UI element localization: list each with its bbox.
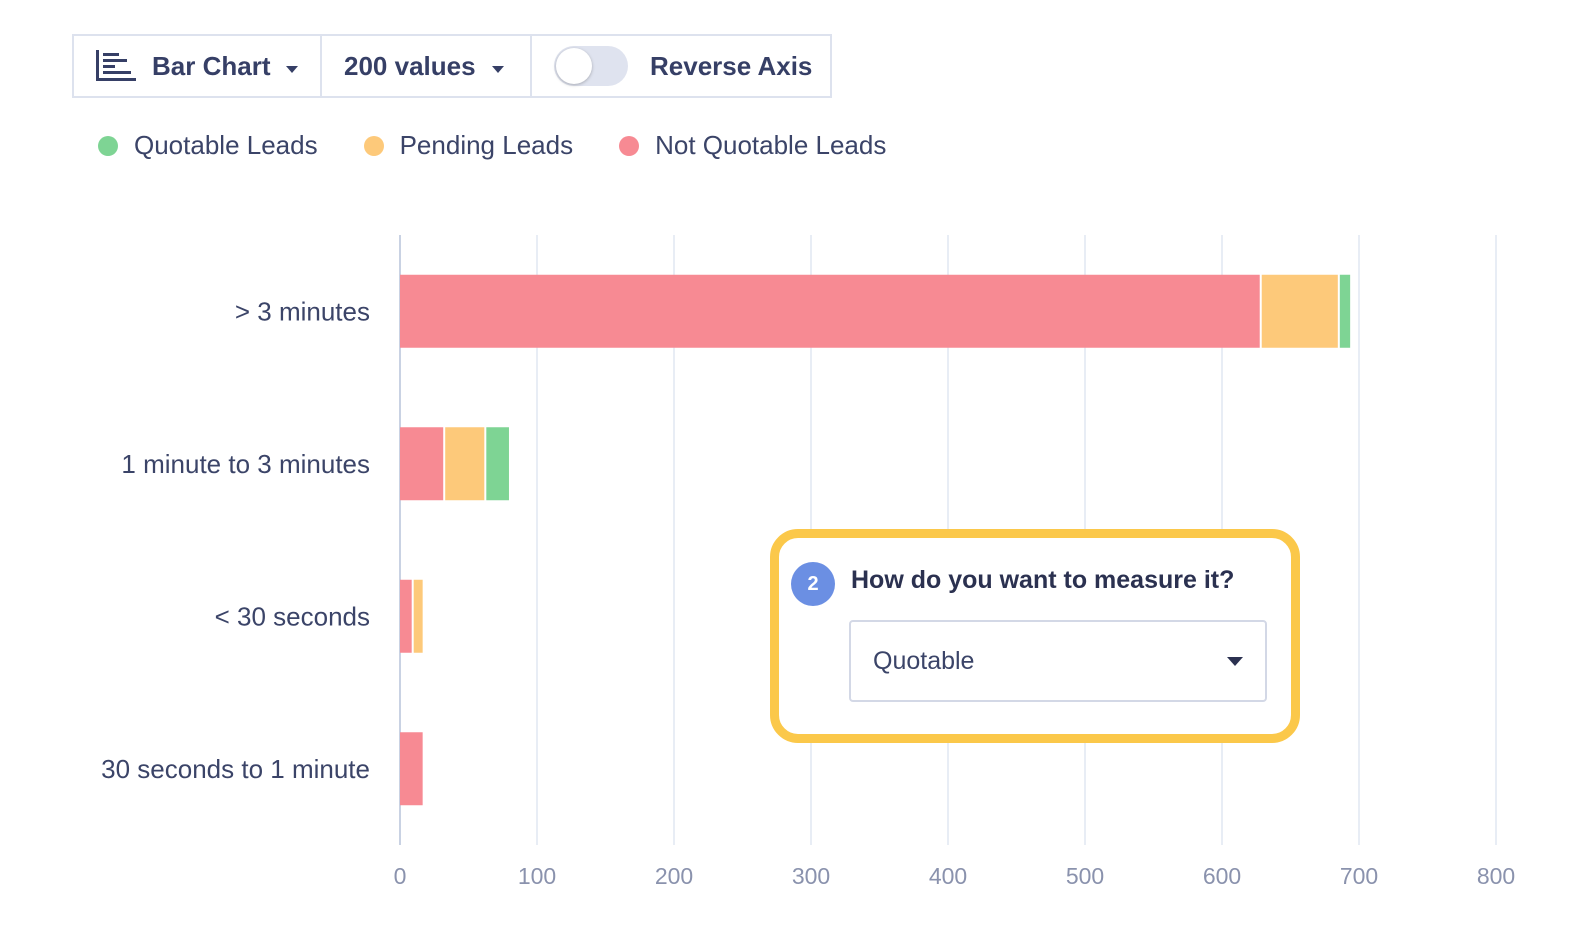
legend-item-not-quotable: Not Quotable Leads bbox=[619, 130, 886, 161]
category-label: < 30 seconds bbox=[215, 601, 370, 631]
category-label: 30 seconds to 1 minute bbox=[101, 754, 370, 784]
x-tick-label: 200 bbox=[655, 863, 693, 889]
chart-toolbar: Bar Chart 200 values Reverse Axis bbox=[72, 34, 832, 98]
chevron-down-icon bbox=[491, 65, 504, 73]
bar-segment bbox=[400, 274, 1260, 348]
step-badge: 2 bbox=[791, 562, 835, 606]
chart-legend: Quotable Leads Pending Leads Not Quotabl… bbox=[98, 130, 932, 161]
measure-select[interactable]: Quotable bbox=[849, 620, 1267, 702]
bar-chart-icon bbox=[96, 50, 136, 81]
bar-segment bbox=[1261, 274, 1338, 348]
x-tick-label: 400 bbox=[929, 863, 967, 889]
bar-segment bbox=[400, 427, 444, 501]
category-label: 1 minute to 3 minutes bbox=[121, 449, 370, 479]
category-label: > 3 minutes bbox=[235, 296, 370, 326]
x-tick-label: 800 bbox=[1477, 863, 1515, 889]
legend-label: Pending Leads bbox=[399, 130, 574, 160]
x-tick-label: 600 bbox=[1203, 863, 1241, 889]
chart-type-dropdown[interactable]: Bar Chart bbox=[72, 34, 322, 98]
legend-marker bbox=[98, 135, 118, 156]
legend-marker bbox=[363, 135, 384, 156]
reverse-axis-toggle[interactable] bbox=[554, 46, 628, 86]
chevron-down-icon bbox=[286, 65, 299, 73]
chevron-down-icon bbox=[1227, 656, 1243, 666]
callout-question: How do you want to measure it? bbox=[851, 566, 1235, 594]
chart-type-label: Bar Chart bbox=[152, 50, 271, 81]
values-count-label: 200 values bbox=[344, 50, 476, 81]
bar-segment bbox=[1339, 274, 1351, 348]
x-tick-label: 0 bbox=[394, 863, 407, 889]
legend-label: Not Quotable Leads bbox=[655, 130, 887, 160]
measure-select-value: Quotable bbox=[873, 646, 975, 675]
legend-item-pending: Pending Leads bbox=[363, 130, 574, 161]
legend-marker bbox=[619, 135, 640, 156]
bar-segment bbox=[400, 579, 412, 653]
legend-label: Quotable Leads bbox=[134, 130, 318, 160]
values-count-dropdown[interactable]: 200 values bbox=[320, 34, 532, 98]
bar-segment bbox=[400, 732, 423, 806]
bar-segment bbox=[486, 427, 509, 501]
bar-segment bbox=[413, 579, 423, 653]
legend-item-quotable: Quotable Leads bbox=[98, 130, 318, 161]
x-tick-label: 500 bbox=[1066, 863, 1104, 889]
toggle-knob bbox=[556, 48, 592, 84]
x-tick-label: 300 bbox=[792, 863, 830, 889]
reverse-axis-label: Reverse Axis bbox=[650, 50, 813, 81]
x-tick-label: 700 bbox=[1340, 863, 1378, 889]
x-tick-label: 100 bbox=[518, 863, 556, 889]
reverse-axis-control: Reverse Axis bbox=[530, 34, 832, 98]
bar-segment bbox=[445, 427, 485, 501]
measure-callout: 2 How do you want to measure it? Quotabl… bbox=[770, 529, 1300, 743]
